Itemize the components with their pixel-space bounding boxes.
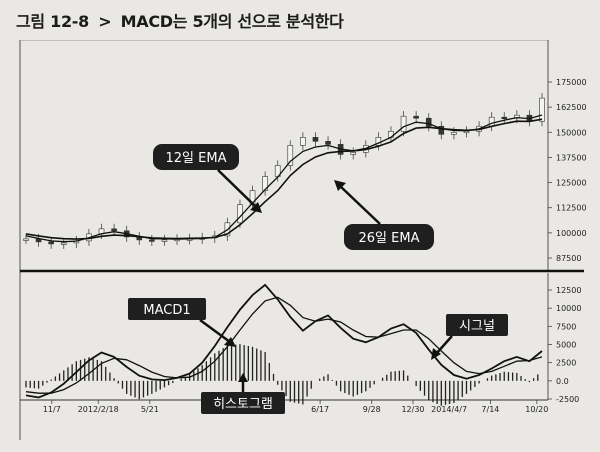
candle-body: [425, 117, 432, 127]
price-tick-label: 100000: [556, 229, 586, 238]
ema-line-26: [25, 118, 543, 240]
candle-body: [237, 204, 243, 224]
candle-body: [413, 115, 419, 119]
price-tick-label: 137500: [556, 153, 586, 162]
candle-body: [149, 239, 155, 242]
callout-ema12-arrowhead: [250, 202, 262, 213]
macd-tick-label: 0.0: [556, 377, 569, 386]
date-tick-label: 2014/4/7: [431, 405, 467, 414]
callout-signal-box: [446, 314, 508, 336]
date-tick-label: 5/21: [141, 405, 159, 414]
macd-axis-ticks: 12500 10000 7500 5000 2500 0.0 -2500: [548, 286, 581, 404]
figure-title: 그림 12-8 > MACD는 5개의 선으로 분석한다: [16, 8, 344, 32]
candle-body: [48, 241, 54, 245]
candle-body: [400, 115, 407, 132]
candle-body: [463, 130, 470, 134]
figure-caption: MACD는 5개의 선으로 분석한다: [120, 12, 344, 31]
candle-body: [350, 152, 357, 155]
callout-ema26-box: [344, 224, 434, 250]
price-tick-label: 175000: [556, 78, 586, 87]
callout-macd1-arrow: [199, 318, 231, 344]
callout-ema12-box: [153, 144, 239, 170]
callout-macd1: MACD1: [128, 298, 236, 347]
macd-tick-label: 12500: [556, 286, 581, 295]
candle-body: [501, 116, 508, 119]
candle-body: [451, 131, 457, 135]
candle-body: [539, 97, 545, 122]
candle-body: [262, 176, 268, 191]
callout-signal-arrowhead: [431, 348, 441, 360]
price-candles: [23, 93, 545, 249]
candle-body: [312, 137, 319, 142]
date-tick-label: 11/7: [43, 405, 61, 414]
callout-ema26-arrowhead: [334, 180, 346, 191]
price-ema-lines: [25, 114, 543, 243]
title-arrow: >: [98, 12, 112, 31]
price-tick-label: 87500: [556, 254, 581, 263]
candle-body: [60, 242, 67, 245]
candle-body: [300, 137, 306, 146]
macd-chart-svg: 175000 162500 150000 137500 125000 112500 1000…: [19, 39, 587, 440]
callout-histogram-box: [201, 392, 285, 414]
macd-figure: 175000 162500 150000 137500 125000 112500 1000…: [18, 39, 587, 440]
candle-body: [325, 141, 331, 145]
macd-tick-label: -2500: [556, 395, 579, 404]
date-tick-label: 9/28: [363, 405, 381, 414]
price-tick-label: 125000: [556, 179, 586, 188]
callout-signal: 시그널: [431, 314, 508, 360]
macd-tick-label: 7500: [556, 322, 576, 331]
callout-ema26-arrow: [339, 185, 381, 225]
date-tick-label: 10/20: [525, 405, 548, 414]
macd1-line: [25, 283, 543, 399]
callout-histogram-arrowhead: [238, 373, 248, 382]
price-tick-label: 150000: [556, 128, 586, 137]
signal-line: [25, 296, 543, 394]
price-tick-label: 112500: [556, 204, 586, 213]
macd-tick-label: 10000: [556, 304, 581, 313]
price-axis-ticks: 175000 162500 150000 137500 125000 112500 1000…: [548, 78, 587, 263]
date-tick-label: 12/30: [401, 405, 424, 414]
figure-number: 그림 12-8: [16, 12, 89, 31]
callout-ema26-label: 26일 EMA: [359, 231, 420, 246]
callout-macd1-box: [128, 298, 206, 320]
price-tick-label: 162500: [556, 103, 586, 112]
histogram-bars: [25, 344, 539, 406]
callout-macd1-label: MACD1: [143, 303, 190, 318]
callout-histogram-label: 히스토그램: [213, 397, 273, 412]
callout-macd1-arrowhead: [224, 337, 236, 347]
macd-lines: [25, 283, 543, 399]
date-tick-label: 2012/2/18: [78, 405, 119, 414]
date-tick-label: 6/17: [311, 405, 329, 414]
candle-body: [23, 238, 29, 241]
callout-histogram: 히스토그램: [201, 373, 285, 414]
callout-ema12-label: 12일 EMA: [166, 151, 227, 166]
date-axis-ticks: 11/7 2012/2/18 5/21 6/17 9/28 12/30 2014/4/7 7/…: [43, 400, 548, 414]
macd-tick-label: 5000: [556, 341, 576, 350]
candle-body: [161, 239, 168, 242]
candle-body: [287, 145, 294, 166]
candle-body: [488, 116, 495, 127]
date-tick-label: 7/14: [481, 405, 499, 414]
callout-signal-arrow: [435, 335, 453, 355]
callout-signal-label: 시그널: [459, 319, 495, 334]
callout-ema12: 12일 EMA: [153, 144, 262, 213]
macd-tick-label: 2500: [556, 359, 576, 368]
candle-body: [438, 125, 445, 135]
ema-line-12: [25, 114, 543, 243]
callout-ema26: 26일 EMA: [334, 180, 434, 250]
candle-body: [111, 228, 117, 232]
callout-ema12-arrow: [217, 169, 257, 208]
